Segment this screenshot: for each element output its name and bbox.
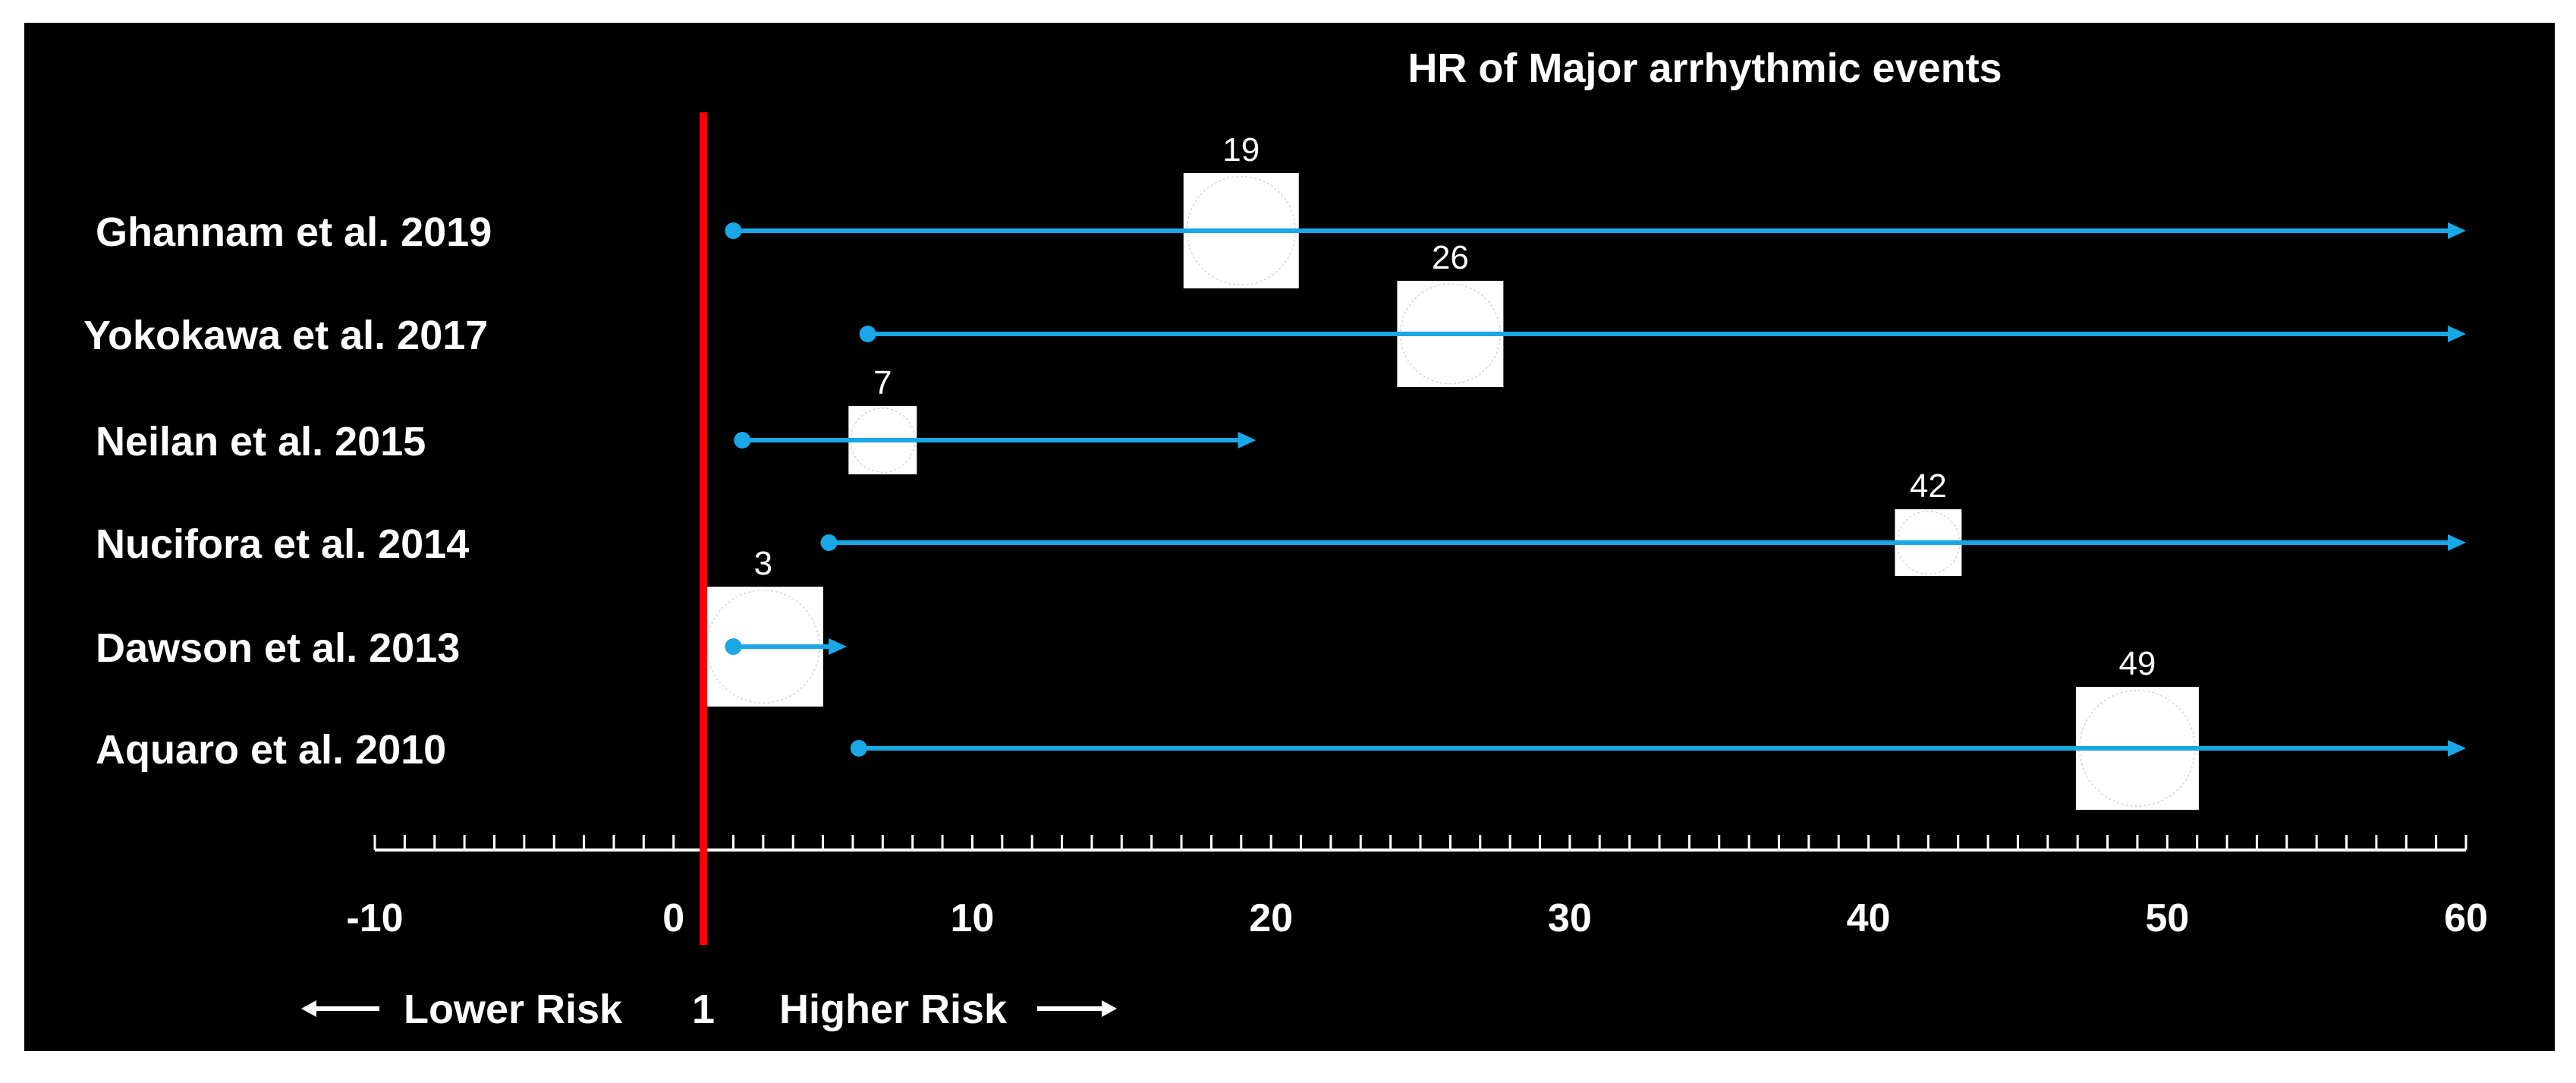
lower-risk-arrowhead-icon [301,1000,316,1017]
chart-title: HR of Major arrhythmic events [1408,46,2002,91]
study-label: Dawson et al. 2013 [96,625,460,671]
ci-lower-dot [850,740,867,757]
study-label: Yokokawa et al. 2017 [83,313,488,358]
study-label: Aquaro et al. 2010 [96,727,446,773]
x-tick-label: 20 [1249,896,1293,940]
x-tick-label: 10 [951,896,995,940]
x-tick-label: 60 [2444,896,2488,940]
ci-lower-dot [820,534,838,551]
study-row: Neilan et al. 2015 7 [96,364,1257,474]
chart-frame: HR of Major arrhythmic events Ghannam et… [24,23,2555,1051]
ci-lower-dot [725,638,742,655]
ci-lower-dot [725,222,742,239]
hr-data-label: 49 [2118,645,2156,682]
study-row: Yokokawa et al. 2017 26 [83,239,2466,387]
x-tick-label: 50 [2145,896,2189,940]
study-rows: Ghannam et al. 2019 19 Yokokawa et al. 201… [83,131,2466,810]
study-row: Nucifora et al. 2014 42 [96,468,2466,576]
hr-data-label: 19 [1222,131,1260,168]
study-label: Nucifora et al. 2014 [96,521,469,567]
ci-upper-arrowhead [2448,326,2466,342]
x-axis: -10 0 10 20 30 40 50 60 [346,835,2488,940]
higher-risk-label: Higher Risk [779,987,1008,1032]
x-tick-label: -10 [346,896,403,940]
ci-lower-dot [734,432,751,449]
risk-legend: Lower Risk 1 Higher Risk [301,987,1117,1032]
x-tick-label: 40 [1847,896,1891,940]
x-tick-label: 0 [662,896,684,940]
higher-risk-arrowhead-icon [1102,1000,1117,1017]
ci-upper-arrowhead [2448,740,2466,757]
ci-upper-arrowhead [2448,534,2466,551]
ci-lower-dot [859,326,876,342]
hr-data-label: 7 [873,364,892,401]
study-row: Ghannam et al. 2019 19 [96,131,2466,288]
forest-plot: HR of Major arrhythmic events Ghannam et… [83,46,2488,1032]
study-row: Dawson et al. 2013 3 [96,545,848,707]
x-tick-label: 30 [1548,896,1592,940]
lower-risk-label: Lower Risk [404,987,623,1032]
ci-upper-arrowhead [2448,222,2466,239]
ci-upper-arrowhead [1238,432,1257,449]
reference-value-label: 1 [692,987,715,1032]
study-row: Aquaro et al. 2010 49 [96,645,2466,810]
hr-data-label: 26 [1432,239,1469,276]
ci-upper-arrowhead [829,638,848,655]
hr-data-label: 42 [1910,468,1947,505]
study-label: Ghannam et al. 2019 [96,209,492,255]
study-label: Neilan et al. 2015 [96,419,426,464]
hr-data-label: 3 [754,545,772,582]
